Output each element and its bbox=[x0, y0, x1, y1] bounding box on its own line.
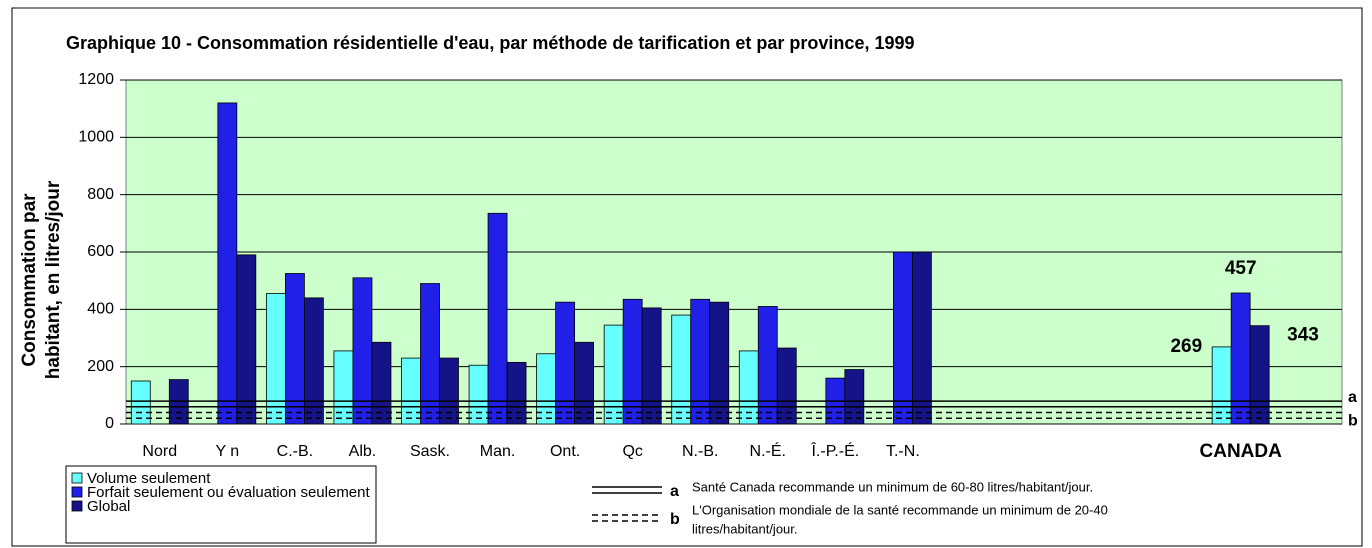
bar bbox=[690, 298, 711, 425]
y-axis-label-line: habitant, en litres/jour bbox=[43, 180, 64, 379]
y-tick-label: 1000 bbox=[78, 129, 114, 146]
reference-legend-label: a bbox=[670, 483, 679, 500]
legend-swatch bbox=[71, 472, 83, 484]
legend-label: Volume seulement bbox=[87, 470, 211, 487]
bar bbox=[1230, 292, 1251, 425]
reference-line-label: b bbox=[1348, 413, 1358, 430]
y-tick-label: 400 bbox=[87, 301, 114, 318]
legend-label: Forfait seulement ou évaluation seulemen… bbox=[87, 484, 370, 501]
bar bbox=[439, 357, 459, 425]
bar bbox=[622, 298, 643, 425]
bar bbox=[468, 364, 489, 425]
y-tick-label: 200 bbox=[87, 358, 114, 375]
x-tick-label: CANADA bbox=[1200, 441, 1283, 462]
x-tick-label: Sask. bbox=[410, 443, 450, 460]
bar bbox=[420, 283, 440, 425]
y-tick-label: 600 bbox=[87, 243, 114, 260]
y-axis-label: Consommation par habitant, en litres/jou… bbox=[19, 180, 64, 379]
x-tick-label: Ont. bbox=[550, 443, 580, 460]
bar bbox=[911, 251, 932, 425]
x-tick-label: Î.-P.-É. bbox=[810, 441, 859, 460]
legend-swatch bbox=[71, 500, 83, 512]
bar bbox=[236, 254, 257, 425]
legend-box bbox=[65, 465, 377, 544]
bar bbox=[574, 341, 595, 425]
bar bbox=[265, 293, 286, 425]
y-tick-label: 800 bbox=[87, 186, 114, 203]
reference-line-label: a bbox=[1348, 389, 1357, 406]
reference-legend-label: b bbox=[670, 511, 680, 528]
x-tick-label: Y n bbox=[215, 443, 239, 460]
bar bbox=[401, 357, 421, 425]
bar bbox=[892, 251, 913, 425]
bar bbox=[303, 297, 324, 425]
bar bbox=[506, 361, 527, 425]
reference-note: L'Organisation mondiale de la santé reco… bbox=[692, 502, 1108, 517]
bar bbox=[536, 353, 557, 425]
data-label: 343 bbox=[1287, 325, 1319, 346]
x-tick-label: T.-N. bbox=[886, 443, 920, 460]
reference-note: litres/habitant/jour. bbox=[692, 521, 798, 536]
data-label: 457 bbox=[1225, 258, 1257, 279]
bar bbox=[487, 212, 508, 425]
data-label: 269 bbox=[1170, 336, 1202, 357]
y-tick-label: 1200 bbox=[78, 71, 114, 88]
bar bbox=[352, 277, 373, 425]
x-tick-label: Qc bbox=[622, 443, 642, 460]
x-tick-label: C.-B. bbox=[277, 443, 313, 460]
bar bbox=[641, 307, 662, 425]
bar bbox=[1249, 325, 1270, 425]
legend-swatch bbox=[71, 486, 83, 498]
legend-label: Global bbox=[87, 498, 130, 515]
bar bbox=[555, 301, 576, 425]
bar bbox=[217, 102, 238, 425]
y-axis-label-line: Consommation par bbox=[19, 193, 40, 367]
bar bbox=[671, 314, 692, 425]
x-tick-label: N.-B. bbox=[682, 443, 718, 460]
x-tick-label: Man. bbox=[480, 443, 516, 460]
bar bbox=[603, 324, 624, 425]
reference-note: Santé Canada recommande un minimum de 60… bbox=[692, 479, 1093, 494]
bar bbox=[776, 347, 797, 425]
bar bbox=[709, 301, 730, 425]
bar bbox=[371, 341, 392, 425]
x-tick-label: N.-É. bbox=[750, 441, 786, 460]
x-tick-label: Nord bbox=[142, 443, 177, 460]
bar bbox=[844, 369, 865, 425]
y-tick-label: 0 bbox=[105, 415, 114, 432]
chart-title: Graphique 10 - Consommation résidentiell… bbox=[66, 33, 915, 53]
x-tick-label: Alb. bbox=[349, 443, 377, 460]
